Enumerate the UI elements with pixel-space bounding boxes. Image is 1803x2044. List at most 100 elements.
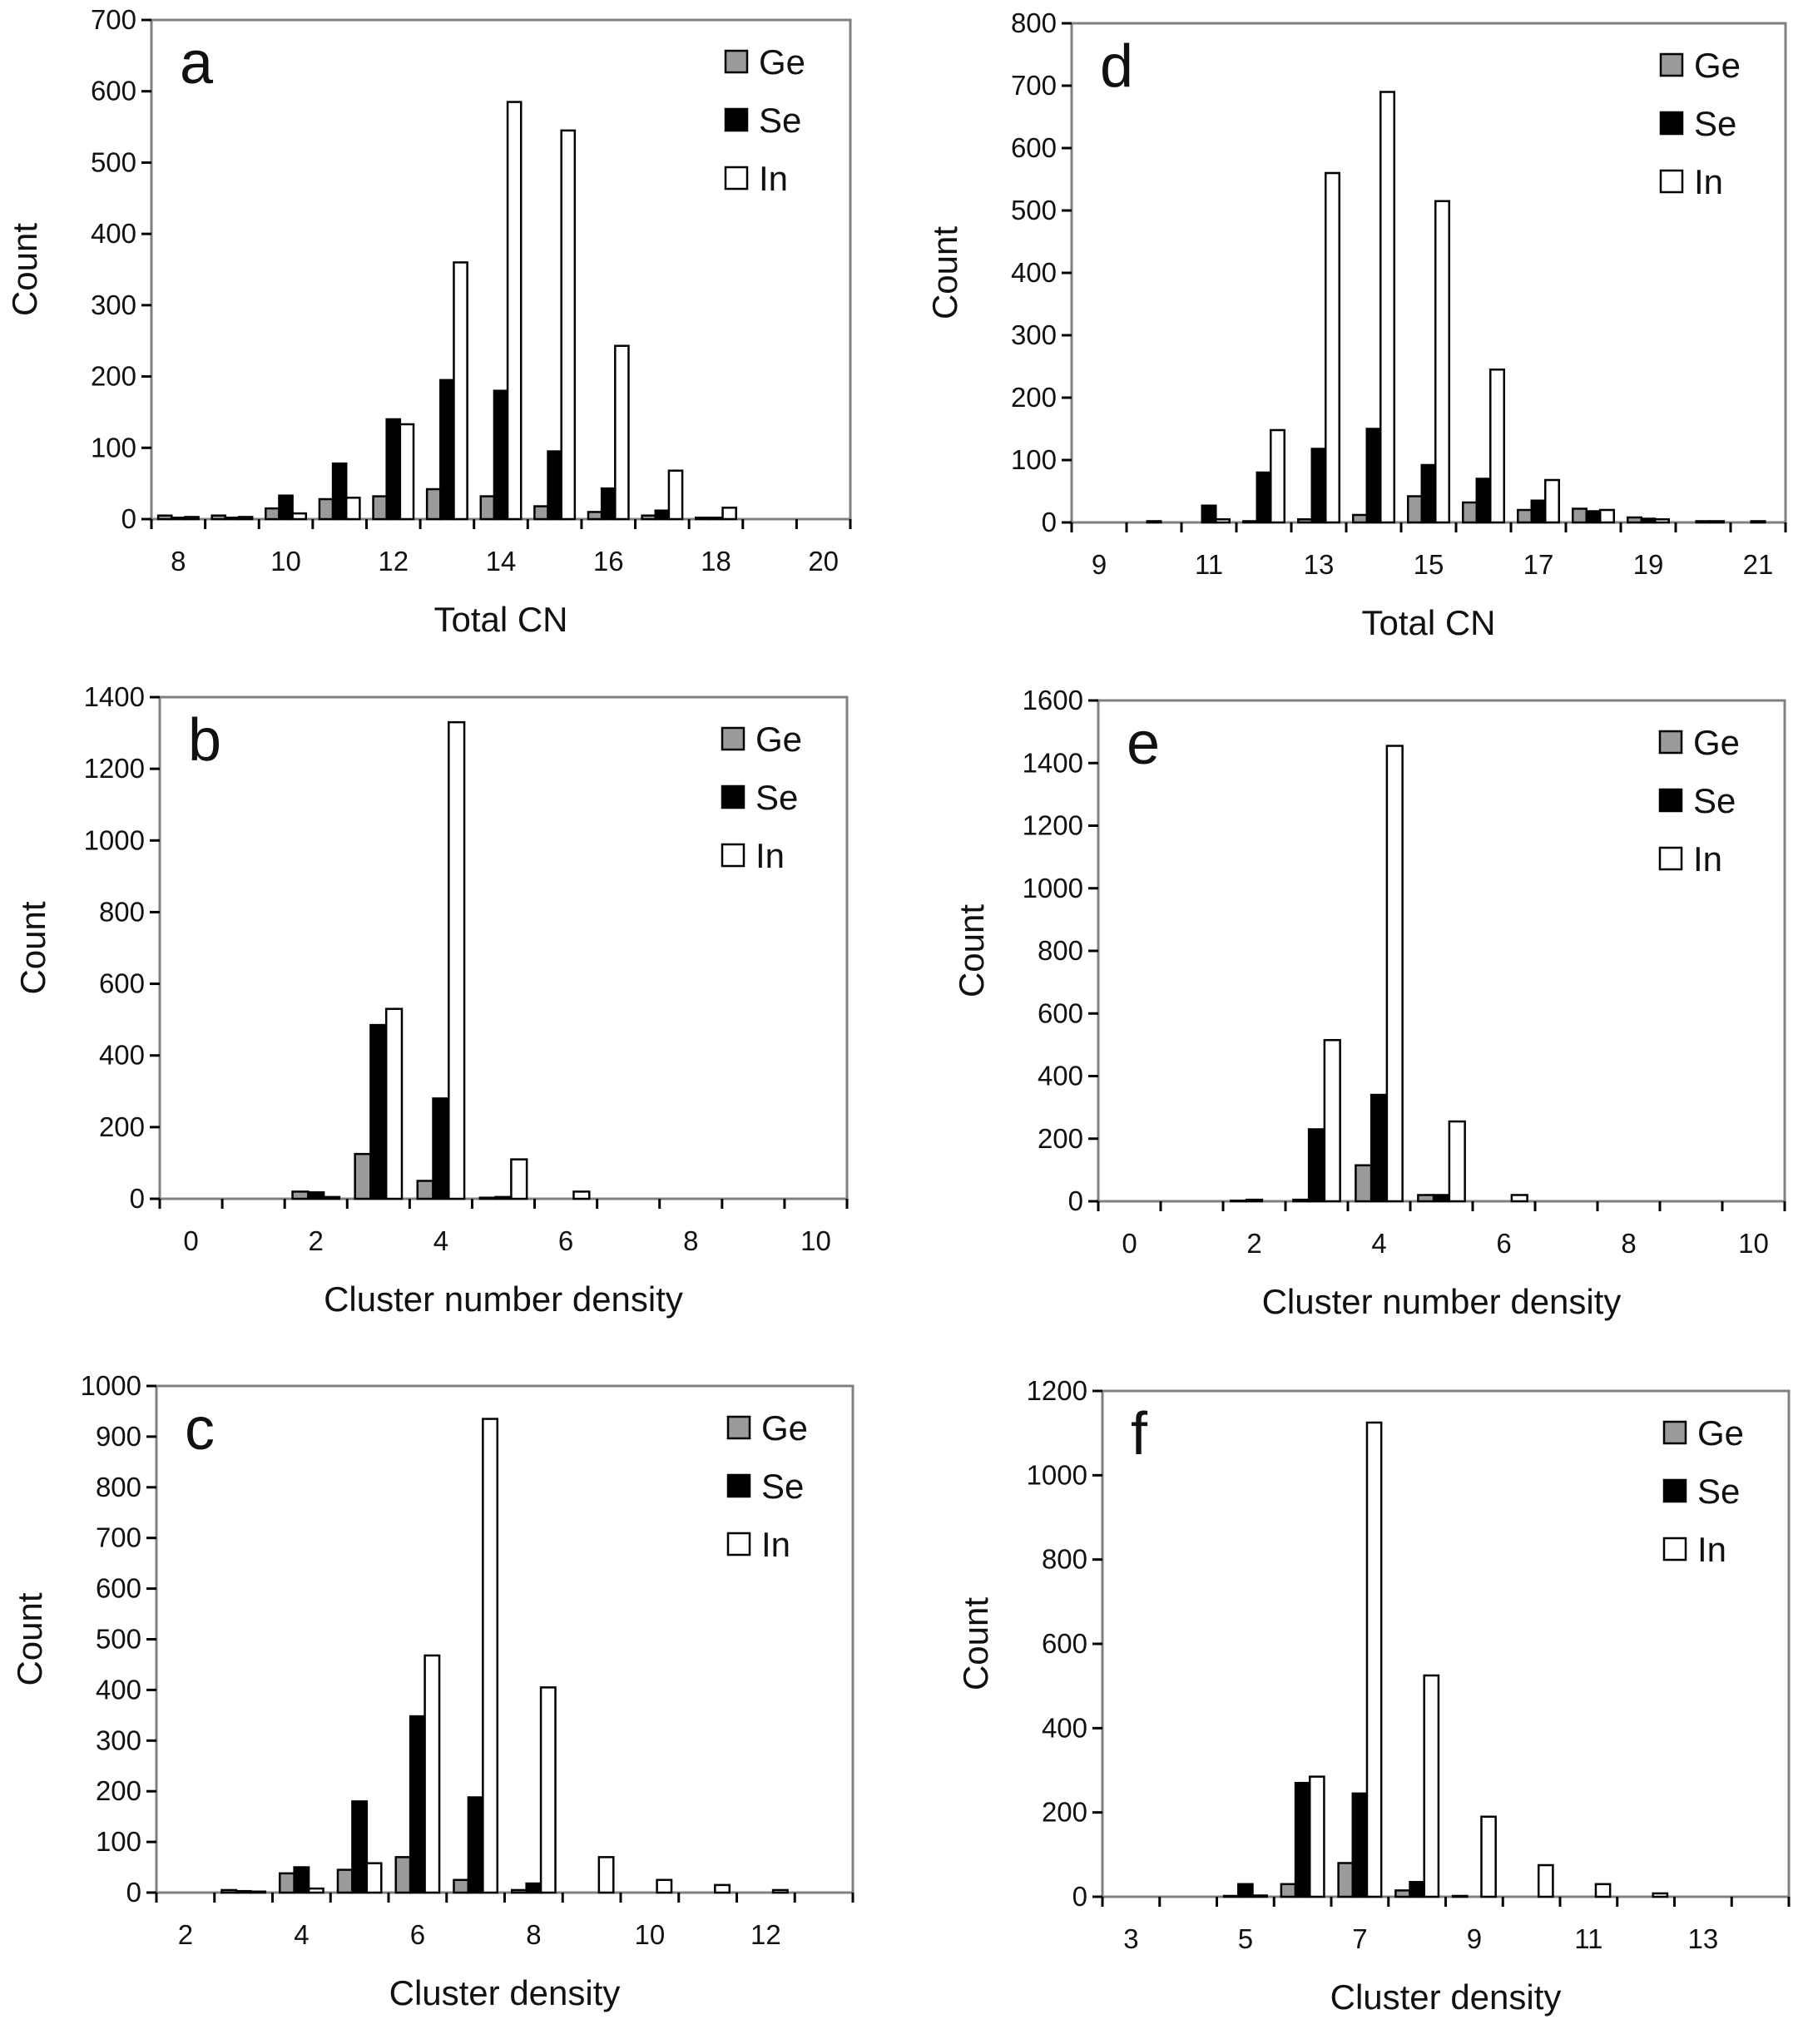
bar-ge-2 [1230,1199,1248,1203]
x-tick-label: 13 [1304,549,1335,580]
x-tick-label: 10 [270,546,301,577]
y-tick-label: 100 [96,1826,141,1857]
legend-swatch-ge [724,49,749,74]
x-tick-label: 2 [178,1919,193,1950]
bar-se-15 [1420,463,1437,524]
x-tick-label: 15 [1414,549,1444,580]
bar-in-11 [714,1883,731,1894]
x-tick-label: 9 [1467,1923,1482,1954]
bar-in-9 [597,1856,615,1894]
bar-se-2 [1245,1198,1264,1203]
legend-swatch-in [1662,1537,1687,1561]
legend-label-se: Se [1697,1472,1740,1511]
y-axis-label: Count [13,901,52,994]
bar-in-12 [1270,428,1285,524]
legend-label-ge: Ge [755,720,802,759]
y-tick-label: 1000 [81,1370,141,1401]
bar-in-8 [539,1686,557,1894]
legend-label-in: In [1694,162,1723,201]
plot-frame [158,695,849,1200]
bar-in-16 [1489,369,1505,524]
bar-in-6 [572,1190,591,1200]
y-tick-label: 200 [99,1111,145,1142]
y-tick-label: 600 [91,76,136,106]
bar-in-12 [1652,1892,1669,1898]
y-tick-label: 200 [1042,1797,1087,1828]
bar-se-5 [494,1195,513,1200]
bar-se-9 [224,517,240,521]
bar-ge-19 [1627,516,1642,524]
y-tick-label: 100 [91,432,136,463]
bar-ge-6 [394,1856,412,1894]
bar-in-20 [1709,520,1725,524]
bar-in-9 [237,516,254,521]
y-tick-label: 0 [130,1183,145,1214]
y-tick-label: 600 [1038,997,1083,1028]
x-tick-label: 9 [1092,549,1107,580]
bar-in-19 [1654,518,1670,524]
bar-ge-12 [372,495,388,521]
legend-swatch-ge [726,1415,751,1440]
bar-se-5 [351,1800,369,1894]
x-tick-label: 10 [635,1919,666,1950]
y-axis-label: Count [952,904,991,997]
bar-ge-3 [1292,1198,1310,1203]
bar-in-8 [1423,1674,1440,1898]
bar-in-11 [344,497,361,521]
bar-ge-15 [1407,495,1423,524]
y-tick-label: 700 [96,1522,141,1553]
x-tick-label: 4 [433,1225,448,1256]
bar-in-13 [1325,171,1340,524]
bar-ge-9 [211,514,227,521]
bar-ge-4 [278,1872,295,1894]
y-axis-label: Count [5,223,44,316]
legend-swatch-se [721,784,745,809]
bar-ge-4 [1355,1164,1373,1203]
bar-ge-3 [220,1888,238,1894]
y-tick-label: 300 [1011,319,1057,350]
y-tick-label: 200 [1038,1123,1083,1154]
bar-in-6 [1510,1194,1528,1203]
bar-in-5 [1448,1120,1466,1203]
legend-swatch-in [724,166,749,191]
bar-ge-5 [336,1868,354,1894]
bar-ge-10 [265,507,280,521]
x-tick-label: 4 [294,1919,309,1950]
bar-in-17 [1544,478,1560,524]
bar-in-3 [384,1007,404,1200]
bar-ge-8 [510,1888,528,1894]
bar-in-18 [1599,508,1615,524]
bar-in-3 [1323,1038,1341,1203]
bar-in-9 [1480,1815,1497,1898]
y-tick-label: 400 [1042,1712,1087,1743]
bar-in-7 [482,1418,499,1894]
bar-se-10 [278,494,294,521]
bar-ge-9 [1451,1894,1469,1898]
y-tick-label: 0 [1042,507,1057,537]
legend-swatch-se [726,1473,751,1498]
y-tick-label: 400 [1038,1061,1083,1091]
bar-in-4 [307,1887,324,1894]
bar-in-10 [656,1878,673,1894]
bar-se-17 [1530,499,1547,524]
y-tick-label: 100 [1011,444,1057,475]
panel-c-cluster-density-chart: 0 100 200 300 400 500 600 700 800 900 1000 2 4 6 8 10 12… [10,1370,854,2012]
y-tick-label: 200 [96,1775,141,1806]
bar-se-20 [1695,520,1711,524]
legend-label-ge: Ge [1694,46,1741,85]
bar-ge-7 [453,1878,470,1894]
panel-e-cluster-number-density-chart: 0 200 400 600 800 1000 1200 1400 1600 0 2 4 6 8 10 Clus… [952,685,1786,1321]
bar-ge-13 [1297,518,1313,524]
x-tick-label: 10 [800,1225,831,1256]
bar-ge-18 [1572,507,1588,524]
x-tick-label: 14 [486,546,517,577]
y-axis-label: Count [10,1592,49,1685]
x-tick-label: 0 [1122,1228,1137,1259]
x-tick-label: 8 [1621,1228,1636,1259]
bar-in-4 [1385,745,1404,1203]
y-tick-label: 1200 [1027,1375,1087,1406]
panel-letter: e [1127,710,1160,777]
legend-swatch-se [724,107,749,132]
bar-ge-3 [354,1152,372,1200]
x-tick-label: 6 [410,1919,425,1950]
